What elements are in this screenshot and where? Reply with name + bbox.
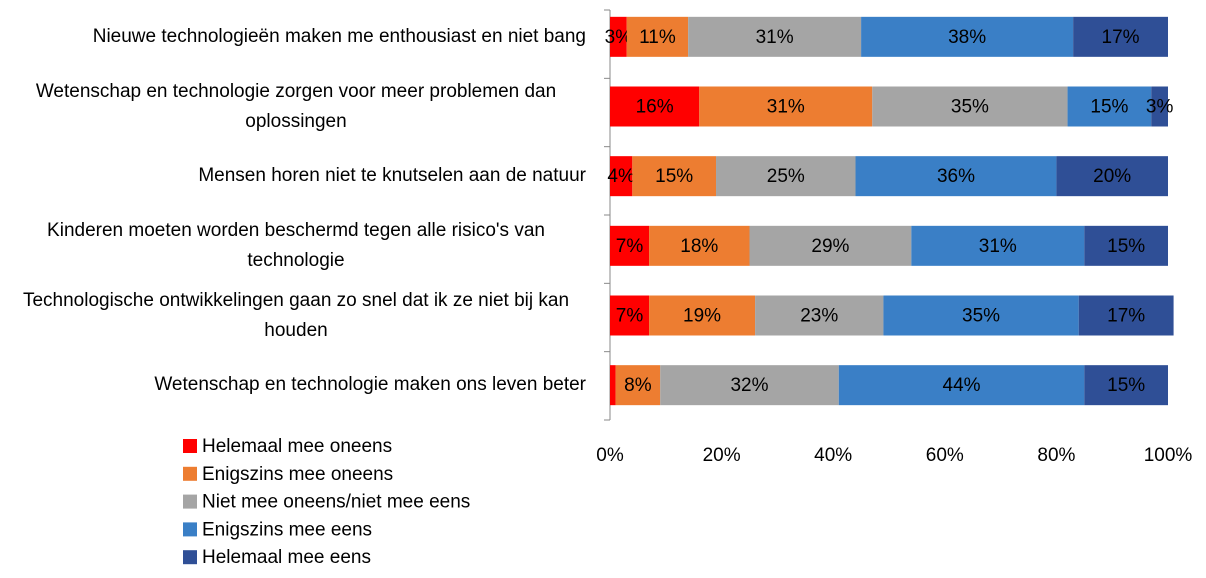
value-label: 7% bbox=[616, 236, 644, 257]
x-tick-label: 80% bbox=[1037, 445, 1075, 466]
x-tick-label: 100% bbox=[1144, 445, 1193, 466]
bar-segment bbox=[1067, 86, 1152, 127]
value-label: 18% bbox=[680, 236, 718, 257]
value-label: 31% bbox=[979, 236, 1017, 257]
value-label: 3% bbox=[1146, 97, 1174, 118]
bar-segment bbox=[660, 365, 839, 406]
legend-swatch bbox=[183, 550, 197, 565]
value-label: 17% bbox=[1102, 27, 1140, 48]
bar-segment bbox=[610, 16, 627, 57]
x-tick-label: 20% bbox=[703, 445, 741, 466]
value-label: 32% bbox=[730, 375, 768, 396]
legend-label: Helemaal mee eens bbox=[202, 547, 371, 568]
value-label: 23% bbox=[800, 306, 838, 327]
bar-segment bbox=[610, 365, 616, 406]
bar-segment bbox=[1084, 225, 1168, 266]
value-label: 15% bbox=[1107, 375, 1145, 396]
bar-segment bbox=[610, 295, 650, 336]
value-label: 15% bbox=[655, 166, 693, 187]
bar-segment bbox=[855, 156, 1057, 197]
value-label: 17% bbox=[1107, 306, 1145, 327]
bar-segment bbox=[610, 156, 633, 197]
value-label: 44% bbox=[943, 375, 981, 396]
bar-segment bbox=[755, 295, 884, 336]
value-label: 20% bbox=[1093, 166, 1131, 187]
bar-segment bbox=[749, 225, 912, 266]
bar-segment bbox=[688, 16, 862, 57]
value-label: 16% bbox=[636, 97, 674, 118]
category-label-box: Technologische ontwikkelingen gaan zo sn… bbox=[6, 286, 586, 346]
category-label: Kinderen moeten worden beschermd tegen a… bbox=[47, 219, 545, 271]
category-label: Nieuwe technologieën maken me enthousias… bbox=[92, 25, 586, 47]
value-label: 8% bbox=[624, 375, 652, 396]
legend-label: Enigszins mee oneens bbox=[202, 464, 393, 485]
value-label: 19% bbox=[683, 306, 721, 327]
bar-segment bbox=[911, 225, 1085, 266]
legend-swatch bbox=[183, 522, 197, 537]
value-label: 38% bbox=[948, 27, 986, 48]
x-tick-label: 0% bbox=[596, 445, 624, 466]
value-label: 15% bbox=[1107, 236, 1145, 257]
bar-segment bbox=[615, 365, 661, 406]
bar-segment bbox=[610, 86, 700, 127]
legend-label: Enigszins mee eens bbox=[202, 519, 372, 540]
category-label-box: Nieuwe technologieën maken me enthousias… bbox=[6, 22, 586, 52]
bar-segment bbox=[716, 156, 856, 197]
category-label-box: Mensen horen niet te knutselen aan de na… bbox=[6, 161, 586, 191]
bar-segment bbox=[1151, 86, 1168, 127]
category-label: Mensen horen niet te knutselen aan de na… bbox=[198, 165, 586, 187]
bar-segment bbox=[699, 86, 873, 127]
category-label-box: Wetenschap en technologie zorgen voor me… bbox=[6, 77, 586, 137]
bar-segment bbox=[610, 225, 650, 266]
value-label: 35% bbox=[951, 97, 989, 118]
value-label: 3% bbox=[605, 27, 633, 48]
bar-segment bbox=[1073, 16, 1168, 57]
bar-segment bbox=[872, 86, 1068, 127]
category-label: Wetenschap en technologie maken ons leve… bbox=[154, 374, 586, 396]
bar-segment bbox=[632, 156, 717, 197]
value-label: 15% bbox=[1090, 97, 1128, 118]
x-tick-label: 60% bbox=[926, 445, 964, 466]
category-label: Wetenschap en technologie zorgen voor me… bbox=[35, 80, 557, 132]
value-label: 11% bbox=[639, 27, 676, 48]
legend-swatch bbox=[183, 439, 197, 453]
value-label: 4% bbox=[607, 166, 635, 187]
category-label: Technologische ontwikkelingen gaan zo sn… bbox=[22, 289, 570, 341]
bar-segment bbox=[649, 295, 756, 336]
bar-segment bbox=[649, 225, 750, 266]
legend-swatch bbox=[183, 466, 197, 481]
legend-label: Helemaal mee oneens bbox=[202, 436, 392, 457]
bar-segment bbox=[861, 16, 1074, 57]
value-label: 29% bbox=[811, 236, 849, 257]
category-label-box: Wetenschap en technologie maken ons leve… bbox=[6, 370, 586, 400]
value-label: 7% bbox=[616, 306, 644, 327]
value-label: 31% bbox=[767, 97, 805, 118]
category-label-box: Kinderen moeten worden beschermd tegen a… bbox=[6, 216, 586, 276]
value-label: 35% bbox=[962, 306, 1000, 327]
bar-segment bbox=[1084, 365, 1168, 406]
bar-segment bbox=[883, 295, 1079, 336]
bar-segment bbox=[626, 16, 689, 57]
value-label: 31% bbox=[756, 27, 794, 48]
bar-segment bbox=[1078, 295, 1174, 336]
value-label: 25% bbox=[767, 166, 805, 187]
legend-swatch bbox=[183, 494, 197, 509]
legend-label: Niet mee oneens/niet mee eens bbox=[202, 492, 470, 513]
bar-segment bbox=[838, 365, 1085, 406]
bar-segment bbox=[1056, 156, 1168, 197]
value-label: 36% bbox=[937, 166, 975, 187]
x-tick-label: 40% bbox=[814, 445, 852, 466]
